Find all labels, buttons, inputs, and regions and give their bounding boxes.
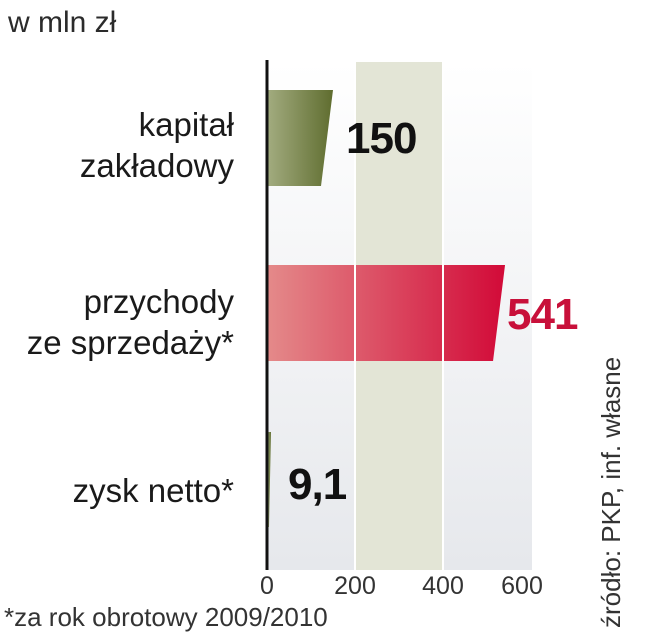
x-tick-label: 400 xyxy=(422,572,464,600)
category-label-line: ze sprzedaży* xyxy=(26,324,234,361)
bar-1 xyxy=(267,265,506,361)
bar-0 xyxy=(267,90,333,186)
x-tick-label: 200 xyxy=(334,572,376,600)
x-tick-label: 0 xyxy=(260,572,274,600)
value-label-przychody: 541 xyxy=(507,290,578,339)
value-label-zysk: 9,1 xyxy=(288,460,347,509)
category-label-kapital: kapitał zakładowy xyxy=(80,104,234,186)
category-label-zysk: zysk netto* xyxy=(73,470,234,511)
value-label-kapital: 150 xyxy=(346,114,417,163)
category-label-line: kapitał xyxy=(138,106,234,143)
category-label-line: zakładowy xyxy=(79,147,234,184)
footnote: *za rok obrotowy 2009/2010 xyxy=(4,602,328,632)
source-text: źródło: PKP, inf. własne xyxy=(596,356,626,628)
unit-label: w mln zł xyxy=(8,6,117,39)
category-label-przychody: przychody ze sprzedaży* xyxy=(27,281,234,363)
category-label-line: zysk netto* xyxy=(72,472,234,509)
x-tick-label: 600 xyxy=(501,572,543,600)
category-label-line: przychody xyxy=(83,283,234,320)
